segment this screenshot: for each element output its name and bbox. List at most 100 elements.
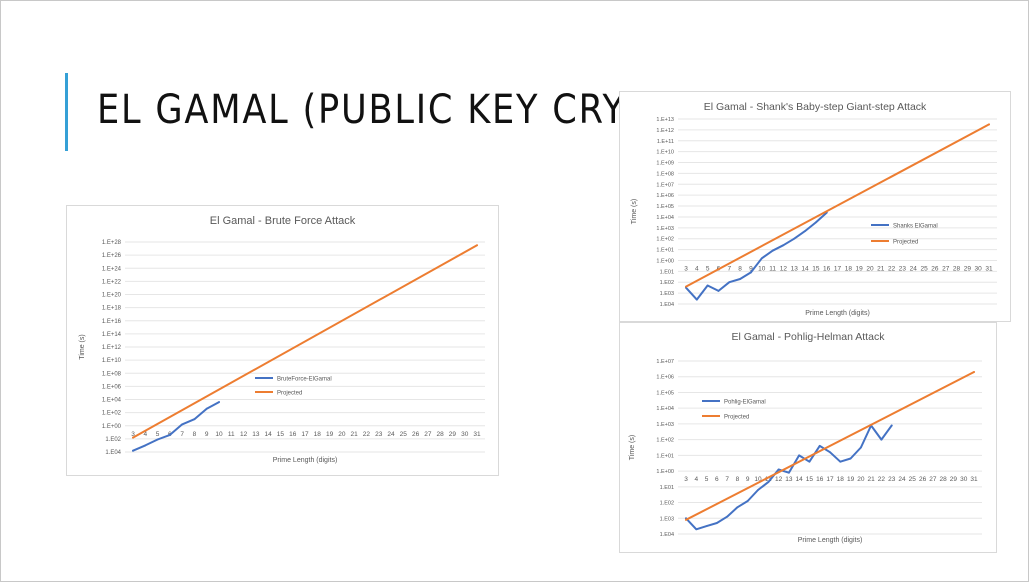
data-point	[859, 446, 862, 449]
y-tick-label: 1.E03	[660, 516, 674, 522]
y-tick-label: 1.E+07	[656, 182, 674, 188]
data-point	[695, 528, 698, 531]
y-tick-label: 1.E01	[660, 485, 674, 491]
x-tick-label: 23	[888, 476, 896, 483]
x-axis-label: Prime Length (digits)	[805, 310, 870, 317]
x-tick-label: 15	[277, 431, 285, 438]
data-point	[706, 284, 709, 287]
y-tick-label: 1.E+22	[102, 279, 122, 285]
x-tick-label: 18	[314, 431, 322, 438]
y-tick-label: 1.E02	[660, 280, 674, 286]
y-tick-label: 1.E+01	[656, 248, 674, 254]
y-tick-label: 1.E+00	[656, 469, 674, 475]
y-tick-label: 1.E+02	[656, 438, 674, 444]
x-tick-label: 12	[775, 476, 783, 483]
x-tick-label: 10	[215, 431, 223, 438]
y-tick-label: 1.E+01	[656, 453, 674, 459]
title-accent-bar	[65, 73, 68, 151]
data-point	[144, 444, 147, 447]
legend-label: Projected	[277, 391, 302, 397]
data-point	[880, 438, 883, 441]
y-tick-label: 1.E+12	[656, 128, 674, 134]
x-tick-label: 29	[950, 476, 958, 483]
data-point	[205, 407, 208, 410]
x-tick-label: 19	[326, 431, 334, 438]
data-point	[849, 457, 852, 460]
x-tick-label: 30	[975, 265, 983, 272]
y-tick-label: 1.E+06	[102, 384, 122, 390]
data-point	[804, 230, 806, 232]
y-tick-label: 1.E+05	[656, 390, 674, 396]
y-tick-label: 1.E+08	[102, 371, 122, 377]
y-tick-label: 1.E+00	[656, 258, 674, 264]
x-tick-label: 3	[131, 431, 135, 438]
series-line-projected	[132, 244, 478, 439]
x-tick-label: 4	[143, 431, 147, 438]
x-tick-label: 9	[746, 476, 750, 483]
data-point	[988, 123, 990, 126]
data-point	[771, 249, 774, 252]
data-point	[728, 281, 731, 284]
x-tick-label: 17	[301, 431, 309, 438]
x-tick-label: 19	[856, 265, 864, 272]
y-tick-label: 1.E+03	[656, 422, 674, 428]
brute-force-chart: El Gamal - Brute Force Attack 1.E04 1.E02 1…	[66, 205, 499, 476]
legend-label: Projected	[893, 240, 918, 246]
data-point	[973, 371, 975, 373]
data-point	[715, 522, 718, 524]
data-point	[685, 518, 687, 521]
y-tick-label: 1.E+06	[656, 193, 674, 199]
data-point	[829, 451, 831, 454]
x-tick-label: 19	[847, 476, 855, 483]
x-tick-label: 30	[960, 476, 968, 483]
x-tick-label: 25	[400, 431, 408, 438]
x-tick-label: 13	[785, 476, 793, 483]
x-tick-label: 24	[898, 476, 906, 483]
y-tick-label: 1.E+09	[656, 161, 674, 167]
series-line-measured	[132, 401, 220, 452]
chart-title: El Gamal - Pohlig-Helman Attack	[732, 331, 886, 343]
x-tick-label: 20	[338, 431, 346, 438]
legend-label: BruteForce-ElGamal	[277, 377, 332, 383]
y-tick-label: 1.E+11	[657, 139, 674, 145]
x-tick-label: 3	[684, 265, 688, 272]
x-tick-label: 27	[942, 265, 950, 272]
x-tick-label: 29	[964, 265, 972, 272]
x-tick-label: 21	[351, 431, 359, 438]
x-tick-label: 16	[823, 265, 831, 272]
chart-title: El Gamal - Brute Force Attack	[210, 215, 356, 227]
x-tick-label: 11	[765, 476, 772, 483]
x-tick-label: 8	[736, 476, 740, 483]
x-tick-label: 25	[909, 476, 917, 483]
y-tick-label: 1.E+04	[656, 406, 674, 412]
y-tick-label: 1.E+06	[656, 375, 674, 381]
data-point	[839, 460, 842, 463]
y-tick-label: 1.E+08	[656, 171, 674, 177]
y-tick-label: 1.E+12	[102, 345, 122, 351]
y-tick-label: 1.E+16	[102, 319, 122, 325]
y-tick-label: 1.E01	[660, 269, 674, 275]
data-point	[218, 401, 220, 404]
x-tick-label: 5	[705, 476, 709, 483]
data-point	[782, 244, 785, 247]
x-tick-label: 21	[877, 265, 885, 272]
data-point	[717, 290, 720, 292]
x-tick-label: 28	[437, 431, 445, 438]
y-tick-label: 1.E04	[660, 532, 674, 538]
y-tick-label: 1.E+07	[656, 359, 674, 365]
series-line-projected	[685, 371, 975, 521]
y-tick-label: 1.E+00	[102, 424, 122, 430]
y-tick-label: 1.E+26	[102, 253, 122, 259]
data-point	[476, 244, 478, 247]
data-point	[695, 298, 698, 301]
x-tick-label: 11	[769, 265, 776, 272]
y-tick-label: 1.E+13	[656, 117, 674, 123]
data-point	[193, 418, 196, 421]
y-tick-label: 1.E+10	[656, 150, 674, 156]
x-tick-label: 26	[412, 431, 420, 438]
y-axis-label: Time (s)	[629, 435, 636, 460]
x-tick-label: 27	[424, 431, 432, 438]
x-tick-label: 23	[899, 265, 907, 272]
data-point	[156, 438, 159, 441]
chart-svg: El Gamal - Pohlig-Helman Attack 1.E04 1.E0…	[629, 331, 982, 544]
